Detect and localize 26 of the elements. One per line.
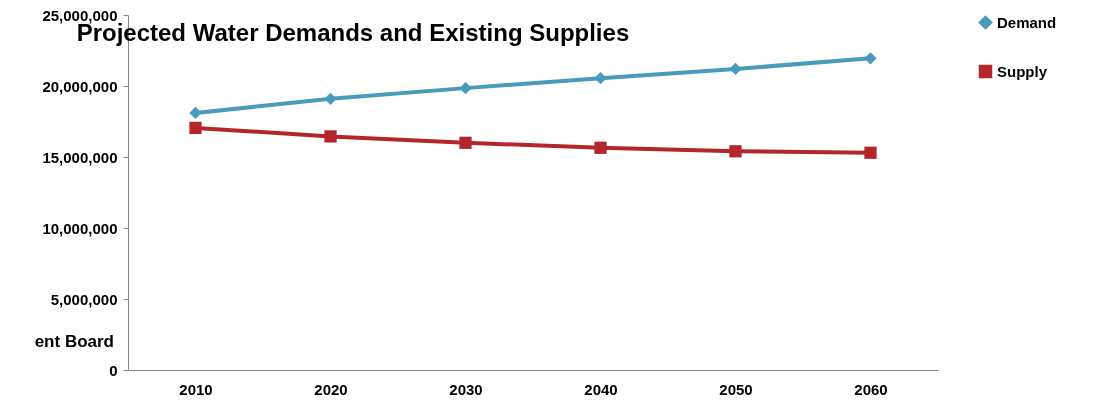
y-tick-label: 20,000,000 (42, 77, 118, 95)
x-tick-label: 2040 (584, 380, 618, 398)
point (189, 106, 202, 120)
point (864, 146, 877, 159)
y-tick-label: 15,000,000 (42, 148, 118, 166)
point (864, 52, 877, 65)
x-tick-label: 2020 (314, 380, 348, 398)
point (459, 82, 472, 95)
y-tick-label: 5,000,000 (50, 290, 118, 308)
x-tick-label: 2060 (854, 380, 888, 398)
x-tick-label: 2050 (719, 380, 753, 398)
point (594, 141, 607, 154)
point (594, 72, 607, 85)
point (729, 145, 742, 158)
point (324, 130, 337, 143)
y-tick-label: 10,000,000 (42, 219, 118, 237)
y-tick-label: 0 (109, 361, 118, 379)
point (324, 92, 337, 105)
x-tick-label: 2010 (179, 380, 213, 398)
point (189, 121, 202, 135)
point (459, 136, 472, 149)
legend-label: Supply (997, 62, 1048, 80)
legend-label: Demand (997, 13, 1057, 31)
point (729, 62, 742, 76)
x-tick-label: 2030 (449, 380, 483, 398)
text: ent Board (34, 332, 114, 351)
